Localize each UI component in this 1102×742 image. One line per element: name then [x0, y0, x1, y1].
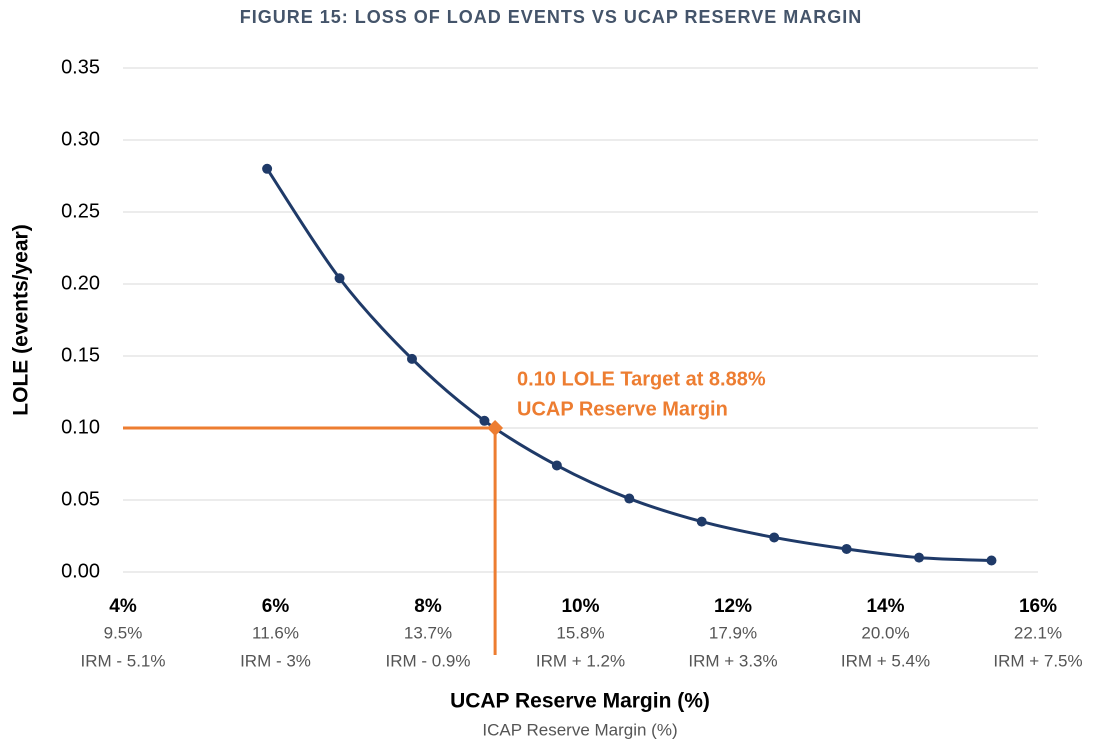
- x-tick-label: 4%: [109, 596, 137, 617]
- x-axis-subtitle: ICAP Reserve Margin (%): [482, 720, 677, 739]
- x-tick-label-irm: IRM - 5.1%: [80, 651, 165, 670]
- y-tick-label: 0.10: [61, 416, 100, 438]
- data-point: [262, 163, 273, 174]
- data-point: [986, 555, 997, 566]
- target-marker: [487, 420, 504, 436]
- y-tick-label: 0.25: [61, 200, 100, 222]
- y-tick-label: 0.00: [61, 560, 100, 582]
- x-tick-label: 16%: [1019, 596, 1057, 617]
- y-tick-label: 0.35: [61, 56, 100, 78]
- data-point: [624, 493, 635, 504]
- target-annotation: UCAP Reserve Margin: [517, 398, 728, 420]
- data-point: [551, 460, 562, 471]
- x-tick-label-icap: 20.0%: [861, 623, 909, 642]
- y-tick-label: 0.20: [61, 272, 100, 294]
- data-point: [406, 353, 417, 364]
- y-axis-title: LOLE (events/year): [10, 224, 33, 415]
- x-tick-label-irm: IRM + 7.5%: [993, 651, 1082, 670]
- data-point: [334, 273, 345, 284]
- x-tick-label: 14%: [866, 596, 904, 617]
- data-point: [696, 516, 707, 527]
- x-tick-label-irm: IRM + 1.2%: [536, 651, 625, 670]
- x-tick-label: 10%: [561, 596, 599, 617]
- data-point: [479, 415, 490, 426]
- x-tick-label-irm: IRM - 0.9%: [385, 651, 470, 670]
- x-tick-label-icap: 11.6%: [252, 623, 299, 642]
- series-line: [265, 167, 992, 562]
- data-point: [841, 543, 852, 554]
- x-tick-label: 8%: [414, 596, 442, 617]
- data-point: [769, 532, 780, 543]
- chart-title: FIGURE 15: LOSS OF LOAD EVENTS VS UCAP R…: [240, 7, 862, 27]
- x-tick-label-icap: 15.8%: [556, 623, 604, 642]
- x-tick-label-icap: 13.7%: [404, 623, 452, 642]
- x-tick-label-icap: 22.1%: [1014, 623, 1062, 642]
- data-point: [914, 552, 925, 563]
- y-tick-label: 0.05: [61, 488, 100, 510]
- x-tick-label: 12%: [714, 596, 752, 617]
- x-tick-label-irm: IRM + 5.4%: [841, 651, 930, 670]
- y-tick-label: 0.15: [61, 344, 100, 366]
- x-axis-title: UCAP Reserve Margin (%): [450, 690, 710, 713]
- x-tick-label-irm: IRM + 3.3%: [688, 651, 777, 670]
- x-tick-label-irm: IRM - 3%: [240, 651, 311, 670]
- x-tick-label-icap: 17.9%: [709, 623, 757, 642]
- x-tick-label-icap: 9.5%: [104, 623, 143, 642]
- target-annotation: 0.10 LOLE Target at 8.88%: [517, 368, 766, 390]
- x-tick-label: 6%: [262, 596, 290, 617]
- y-tick-label: 0.30: [61, 128, 100, 150]
